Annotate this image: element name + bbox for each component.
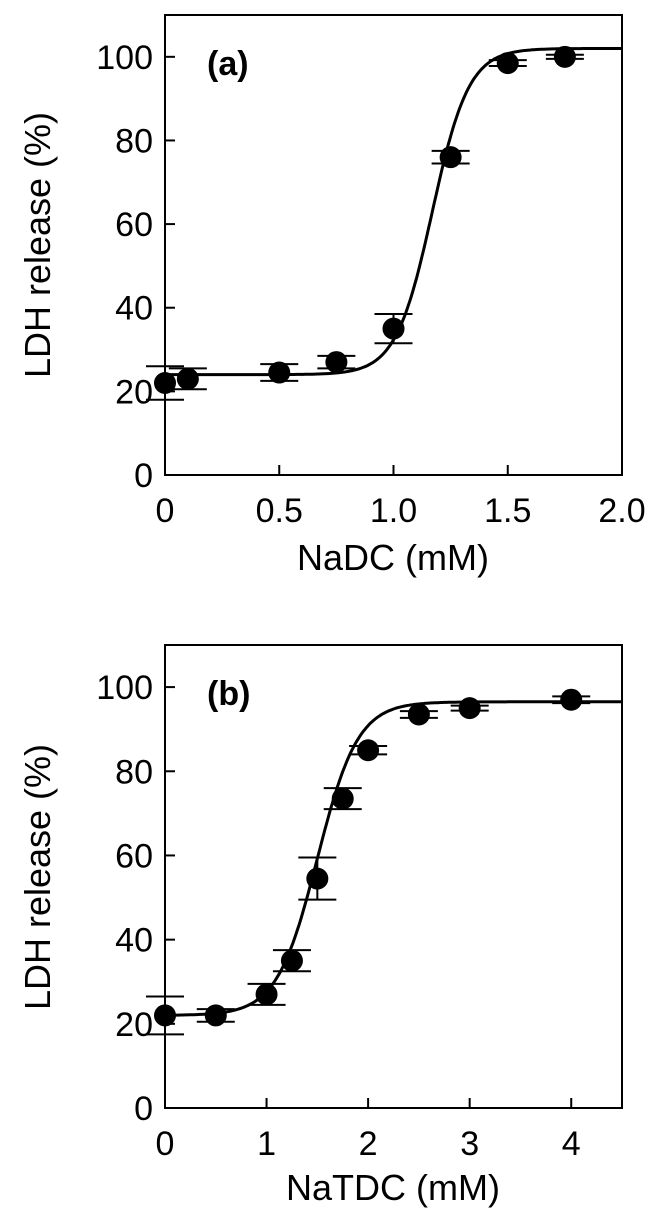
panel-b: 0 1 2 3 4 0 20 40 60 80 100 (b) NaTDC (mM) LDH re… <box>17 644 623 1208</box>
plot-frame <box>164 644 623 1109</box>
y-tick-label: 100 <box>96 669 153 707</box>
x-tick-label: 4 <box>562 1125 581 1163</box>
y-axis-ticks: 0 20 40 60 80 100 <box>96 39 175 495</box>
y-tick-label: 80 <box>115 753 153 791</box>
y-tick-label: 80 <box>115 122 153 160</box>
panel-a: 0 0.5 1.0 1.5 2.0 0 20 40 60 80 100 (a) NaDC (mM)… <box>17 14 646 578</box>
data-point <box>280 949 303 972</box>
x-tick-label: 1.5 <box>484 492 531 530</box>
data-point <box>306 867 329 890</box>
data-point <box>496 52 519 75</box>
x-tick-label: 0.5 <box>256 492 303 530</box>
error-bars <box>146 53 584 401</box>
data-point <box>439 146 462 169</box>
y-tick-label: 100 <box>96 39 153 77</box>
y-tick-label: 0 <box>134 1090 153 1128</box>
x-tick-label: 1.0 <box>370 492 417 530</box>
y-tick-label: 0 <box>134 457 153 495</box>
panel-label: (a) <box>207 45 249 83</box>
data-point <box>268 361 291 384</box>
data-point <box>553 45 576 68</box>
data-point <box>255 983 278 1006</box>
y-tick-label: 60 <box>115 837 153 875</box>
y-tick-label: 20 <box>115 1006 153 1044</box>
x-tick-label: 1 <box>257 1125 276 1163</box>
data-point <box>382 317 405 340</box>
y-axis-label: LDH release (%) <box>17 744 58 1010</box>
data-point <box>560 688 583 711</box>
plot-frame <box>164 14 623 476</box>
data-points <box>154 45 576 394</box>
data-point <box>325 351 348 374</box>
y-tick-label: 40 <box>115 922 153 960</box>
x-axis-label: NaTDC (mM) <box>286 1167 500 1208</box>
data-points <box>154 688 583 1027</box>
data-point <box>407 703 430 726</box>
y-tick-label: 60 <box>115 206 153 244</box>
data-point <box>154 1004 176 1027</box>
x-tick-label: 2.0 <box>598 492 645 530</box>
x-axis-label: NaDC (mM) <box>297 537 489 578</box>
data-point <box>331 787 354 810</box>
fit-curve <box>165 700 622 1017</box>
data-point <box>357 739 380 762</box>
panel-label: (b) <box>207 675 250 713</box>
x-axis-ticks: 0 1 2 3 4 <box>156 1098 581 1163</box>
x-tick-label: 3 <box>460 1125 479 1163</box>
data-point <box>458 697 481 720</box>
x-axis-ticks: 0 0.5 1.0 1.5 2.0 <box>156 465 646 530</box>
data-point <box>176 367 199 390</box>
y-axis-ticks: 0 20 40 60 80 100 <box>96 669 175 1128</box>
x-tick-label: 2 <box>359 1125 378 1163</box>
x-tick-label: 0 <box>156 492 175 530</box>
y-axis-label: LDH release (%) <box>17 112 58 378</box>
data-point <box>204 1004 227 1027</box>
data-point <box>154 372 176 394</box>
y-tick-label: 20 <box>115 373 153 411</box>
y-tick-label: 40 <box>115 290 153 328</box>
x-tick-label: 0 <box>156 1125 175 1163</box>
